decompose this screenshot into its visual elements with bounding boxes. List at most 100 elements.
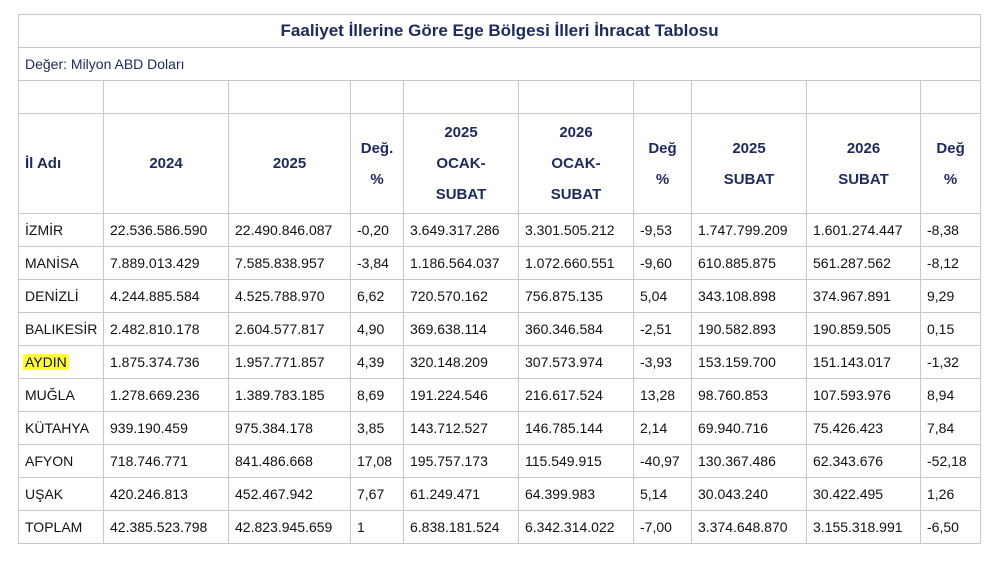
- cell-value: 374.967.891: [813, 288, 891, 304]
- cell-value: -8,12: [927, 255, 959, 271]
- value-cell: 64.399.983: [518, 477, 634, 511]
- header-line: OCAK-: [436, 155, 486, 172]
- header-cell: 2025 SUBAT: [691, 113, 807, 214]
- cell-value: 30.422.495: [813, 486, 884, 502]
- province-cell: MANİSA: [18, 246, 104, 280]
- value-cell: 1.186.564.037: [403, 246, 519, 280]
- value-cell: 1,26: [919, 477, 982, 511]
- empty-cell: [919, 80, 982, 114]
- cell-value: -3,93: [640, 354, 672, 370]
- value-cell: 6.838.181.524: [403, 510, 519, 544]
- province-cell: İZMİR: [18, 213, 104, 247]
- cell-value: 153.159.700: [698, 354, 776, 370]
- cell-value: 190.859.505: [813, 321, 891, 337]
- value-cell: 143.712.527: [403, 411, 519, 445]
- value-cell: 22.490.846.087: [228, 213, 351, 247]
- cell-value: -7,00: [640, 519, 672, 535]
- value-cell: 2,14: [633, 411, 692, 445]
- value-cell: 4,39: [350, 345, 404, 379]
- cell-value: 939.190.459: [110, 420, 188, 436]
- cell-value: 1: [357, 519, 365, 535]
- header-line: Değ: [648, 139, 677, 157]
- header-line: 2025: [732, 139, 766, 157]
- value-cell: 5,04: [633, 279, 692, 313]
- cell-value: 1,26: [927, 486, 955, 502]
- value-cell: -9,60: [633, 246, 692, 280]
- cell-value: 0,15: [927, 321, 955, 337]
- value-cell: 561.287.562: [806, 246, 921, 280]
- cell-value: 343.108.898: [698, 288, 776, 304]
- cell-value: 42.385.523.798: [110, 519, 208, 535]
- data-row: MANİSA 7.889.013.429 7.585.838.957 -3,84 1.1…: [18, 246, 982, 280]
- value-cell: -2,51: [633, 312, 692, 346]
- value-cell: 13,28: [633, 378, 692, 412]
- cell-value: -6,50: [927, 519, 959, 535]
- header-cell: Değ%: [919, 113, 982, 214]
- header-row: İl Adı 2024 2025 Değ.% 2025 OCAK- SUBAT 2026 OCA…: [18, 113, 982, 214]
- value-cell: 7.889.013.429: [103, 246, 229, 280]
- header-cell: 2026 OCAK- SUBAT: [518, 113, 634, 214]
- data-row: BALIKESİR 2.482.810.178 2.604.577.817 4,90 3…: [18, 312, 982, 346]
- value-cell: -3,84: [350, 246, 404, 280]
- table-title: Faaliyet İllerine Göre Ege Bölgesi İller…: [17, 14, 982, 48]
- cell-value: -0,20: [357, 222, 389, 238]
- value-cell: 1.389.783.185: [228, 378, 351, 412]
- cell-value: 8,69: [357, 387, 385, 403]
- cell-value: 307.573.974: [525, 354, 603, 370]
- cell-value: -1,32: [927, 354, 959, 370]
- cell-value: 195.757.173: [410, 453, 488, 469]
- cell-value: -2,51: [640, 321, 672, 337]
- value-cell: 7,84: [919, 411, 982, 445]
- value-cell: 4,90: [350, 312, 404, 346]
- cell-value: 130.367.486: [698, 453, 776, 469]
- value-cell: 130.367.486: [691, 444, 807, 478]
- cell-value: 360.346.584: [525, 321, 603, 337]
- data-row: UŞAK 420.246.813 452.467.942 7,67 61.249.471…: [18, 477, 982, 511]
- header-line: 2025: [444, 124, 478, 141]
- header-line: Değ.: [360, 139, 394, 157]
- header-line: SUBAT: [723, 170, 775, 188]
- table-subtitle: Değer: Milyon ABD Doları: [17, 47, 982, 81]
- cell-value: 561.287.562: [813, 255, 891, 271]
- cell-value: 216.617.524: [525, 387, 603, 403]
- value-cell: 8,94: [919, 378, 982, 412]
- data-row: AYDIN 1.875.374.736 1.957.771.857 4,39 320.1…: [18, 345, 982, 379]
- value-cell: 3.155.318.991: [806, 510, 921, 544]
- value-cell: 42.385.523.798: [103, 510, 229, 544]
- cell-value: 5,14: [640, 486, 668, 502]
- value-cell: 195.757.173: [403, 444, 519, 478]
- cell-value: 1.747.799.209: [698, 222, 788, 238]
- cell-value: 420.246.813: [110, 486, 188, 502]
- cell-value: 64.399.983: [525, 486, 596, 502]
- value-cell: 3.374.648.870: [691, 510, 807, 544]
- cell-value: 841.486.668: [235, 453, 313, 469]
- empty-cell: [350, 80, 404, 114]
- value-cell: 30.043.240: [691, 477, 807, 511]
- value-cell: 146.785.144: [518, 411, 634, 445]
- cell-value: 975.384.178: [235, 420, 313, 436]
- value-cell: 1.072.660.551: [518, 246, 634, 280]
- value-cell: 452.467.942: [228, 477, 351, 511]
- cell-value: 4.244.885.584: [110, 288, 200, 304]
- value-cell: 153.159.700: [691, 345, 807, 379]
- empty-cell: [518, 80, 634, 114]
- cell-value: 22.536.586.590: [110, 222, 208, 238]
- cell-value: 62.343.676: [813, 453, 884, 469]
- province-cell: UŞAK: [18, 477, 104, 511]
- value-cell: 75.426.423: [806, 411, 921, 445]
- value-cell: 98.760.853: [691, 378, 807, 412]
- cell-value: 452.467.942: [235, 486, 313, 502]
- value-cell: 5,14: [633, 477, 692, 511]
- cell-value: 3.649.317.286: [410, 222, 500, 238]
- province-name: KÜTAHYA: [25, 420, 90, 436]
- value-cell: 420.246.813: [103, 477, 229, 511]
- cell-value: 1.875.374.736: [110, 354, 200, 370]
- cell-value: 6.838.181.524: [410, 519, 500, 535]
- cell-value: 7,67: [357, 486, 385, 502]
- cell-value: 75.426.423: [813, 420, 884, 436]
- header-cell: 2025 OCAK- SUBAT: [403, 113, 519, 214]
- value-cell: 7,67: [350, 477, 404, 511]
- cell-value: 146.785.144: [525, 420, 603, 436]
